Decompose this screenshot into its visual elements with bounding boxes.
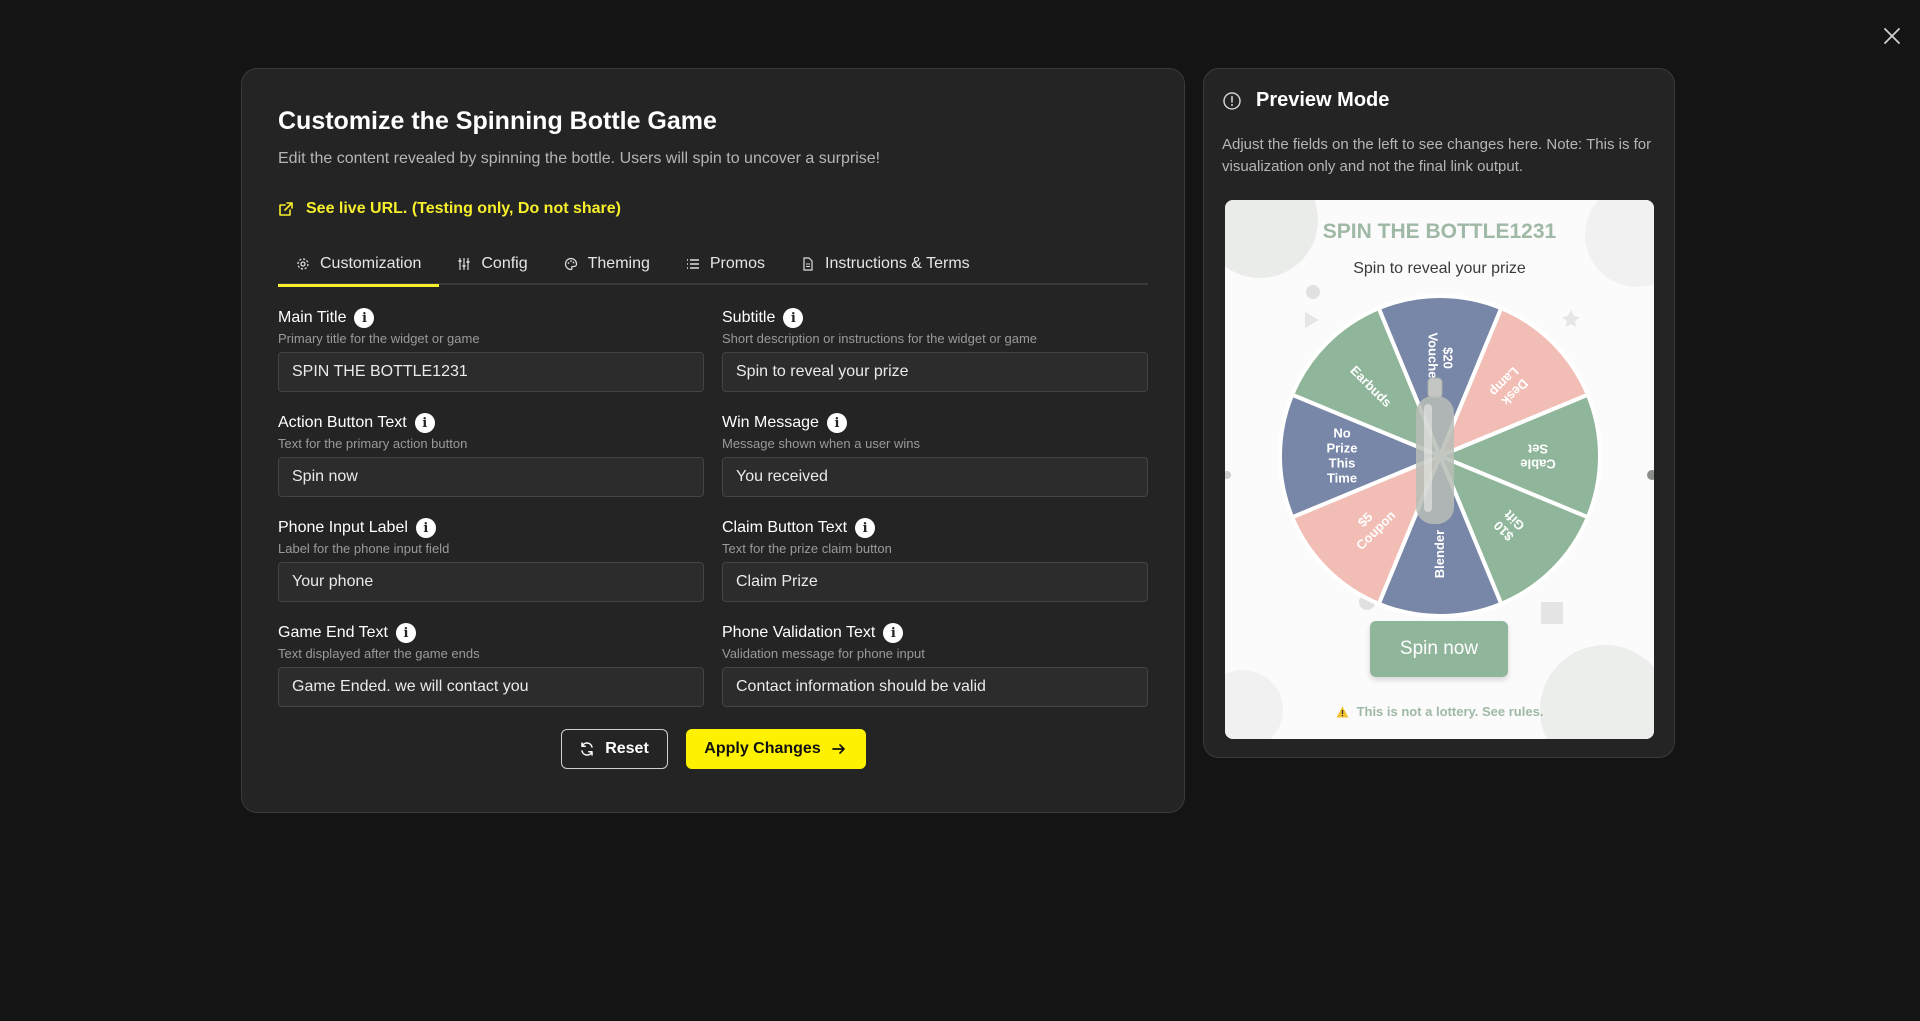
page-title: Customize the Spinning Bottle Game — [278, 107, 717, 135]
win-message-label: Win Message — [722, 414, 819, 431]
lottery-note: This is not a lottery. See rules. — [1225, 704, 1654, 719]
field-phone-validation-text: Phone Validation Text i Validation messag… — [722, 622, 1148, 707]
sliders-icon — [458, 257, 470, 270]
win-message-help: Message shown when a user wins — [722, 436, 920, 451]
document-icon — [803, 256, 813, 271]
wheel-segment-label: $20Voucher — [1426, 332, 1456, 383]
customize-panel: Customize the Spinning Bottle Game Edit … — [241, 68, 1185, 813]
wheel-segment — [1436, 305, 1591, 460]
wheel-segment — [1289, 452, 1444, 607]
info-icon[interactable]: i — [354, 308, 375, 328]
gear-icon — [297, 257, 309, 270]
spin-button[interactable]: Spin now — [1370, 621, 1508, 677]
list-icon — [686, 258, 699, 269]
preview-panel: Preview Mode Adjust the fields on the le… — [1203, 68, 1675, 758]
preview-description: Adjust the fields on the left to see cha… — [1222, 136, 1652, 175]
claim-button-text-label: Claim Button Text — [722, 519, 848, 536]
action-button-text-input[interactable] — [278, 457, 704, 497]
claim-button-text-help: Text for the prize claim button — [722, 541, 892, 556]
info-icon[interactable]: i — [855, 518, 876, 538]
wheel-segment — [1289, 305, 1444, 460]
external-link-icon — [279, 202, 293, 216]
live-url-label: See live URL. (Testing only, Do not shar… — [306, 200, 622, 217]
background-decor — [1225, 200, 1654, 739]
form-actions: Reset Apply Changes — [278, 729, 1148, 769]
info-icon[interactable]: i — [783, 308, 804, 328]
customization-form: Main Title i Primary title for the widget… — [278, 307, 1148, 707]
tab-customization-label: Customization — [320, 254, 422, 272]
claim-button-text-input[interactable] — [722, 562, 1148, 602]
wheel-segment-label: No Prize This Time — [1326, 426, 1357, 486]
prize-wheel: Earbuds$20VoucherDeskLampCableSet$10Gift… — [1278, 294, 1602, 618]
bottle-icon — [1416, 377, 1454, 524]
field-win-message: Win Message i Message shown when a user w… — [722, 412, 1148, 497]
apply-changes-button[interactable]: Apply Changes — [685, 729, 866, 769]
wheel-segment-label: Blender — [1432, 530, 1447, 578]
wheel-segment — [1278, 392, 1446, 520]
field-main-title: Main Title i Primary title for the widget… — [278, 307, 704, 392]
palette-icon — [564, 257, 577, 270]
phone-input-label-input[interactable] — [278, 562, 704, 602]
reset-button-label: Reset — [605, 740, 649, 757]
tab-bar: Customization Config Theming Promos — [278, 242, 1148, 287]
game-end-text-label: Game End Text — [278, 624, 388, 641]
field-subtitle: Subtitle i Short description or instructi… — [722, 307, 1148, 392]
tab-config-label: Config — [481, 254, 528, 272]
phone-validation-text-help: Validation message for phone input — [722, 646, 925, 661]
action-button-text-label: Action Button Text — [278, 414, 407, 431]
tab-theming-label: Theming — [587, 254, 650, 272]
field-action-button-text: Action Button Text i Text for the primary… — [278, 412, 704, 497]
wheel-segment — [1434, 392, 1602, 520]
refresh-icon — [581, 742, 593, 756]
live-url-link[interactable]: See live URL. (Testing only, Do not shar… — [278, 200, 1148, 218]
field-phone-input-label: Phone Input Label i Label for the phone i… — [278, 517, 704, 602]
close-icon — [1884, 28, 1900, 44]
arrow-right-icon — [831, 744, 845, 754]
apply-changes-label: Apply Changes — [704, 740, 821, 757]
tab-config[interactable]: Config — [439, 242, 545, 285]
subtitle-label: Subtitle — [722, 309, 776, 326]
field-claim-button-text: Claim Button Text i Text for the prize cl… — [722, 517, 1148, 602]
info-icon[interactable]: i — [414, 413, 435, 433]
alert-circle-icon — [1223, 91, 1241, 110]
main-title-input[interactable] — [278, 352, 704, 392]
wheel-segment — [1436, 452, 1591, 607]
lottery-note-text: This is not a lottery. See rules. — [1356, 704, 1544, 719]
info-icon[interactable]: i — [415, 518, 436, 538]
reset-button[interactable]: Reset — [560, 729, 668, 769]
game-end-text-input[interactable] — [278, 667, 704, 707]
phone-input-label-label: Phone Input Label — [278, 519, 408, 536]
close-button[interactable] — [1876, 20, 1908, 52]
page-description: Edit the content revealed by spinning th… — [278, 150, 881, 167]
tab-instructions-terms-label: Instructions & Terms — [825, 254, 970, 272]
info-icon[interactable]: i — [826, 413, 847, 433]
tab-promos-label: Promos — [709, 254, 765, 272]
info-icon[interactable]: i — [883, 623, 904, 643]
game-title: SPIN THE BOTTLE1231 — [1322, 220, 1557, 243]
phone-input-label-help: Label for the phone input field — [278, 541, 450, 556]
game-preview: SPIN THE BOTTLE1231 Spin to reveal your … — [1225, 200, 1654, 739]
phone-validation-text-label: Phone Validation Text — [722, 624, 876, 641]
info-icon[interactable]: i — [395, 623, 416, 643]
main-title-help: Primary title for the widget or game — [278, 331, 480, 346]
tab-instructions-terms[interactable]: Instructions & Terms — [783, 242, 988, 285]
preview-title: Preview Mode — [1256, 89, 1390, 111]
phone-validation-text-input[interactable] — [722, 667, 1148, 707]
subtitle-input[interactable] — [722, 352, 1148, 392]
wheel-segment — [1376, 450, 1504, 618]
tab-promos[interactable]: Promos — [668, 242, 783, 285]
game-subtitle: Spin to reveal your prize — [1353, 260, 1526, 277]
subtitle-help: Short description or instructions for th… — [722, 331, 1038, 346]
main-title-label: Main Title — [278, 309, 347, 326]
game-end-text-help: Text displayed after the game ends — [278, 646, 480, 661]
wheel-segment-label: CableSet — [1520, 442, 1555, 472]
warning-icon — [1336, 706, 1349, 717]
field-game-end-text: Game End Text i Text displayed after the … — [278, 622, 704, 707]
tab-theming[interactable]: Theming — [546, 242, 668, 285]
win-message-input[interactable] — [722, 457, 1148, 497]
wheel-segment — [1376, 294, 1504, 462]
tab-customization[interactable]: Customization — [278, 242, 440, 287]
action-button-text-help: Text for the primary action button — [278, 436, 468, 451]
